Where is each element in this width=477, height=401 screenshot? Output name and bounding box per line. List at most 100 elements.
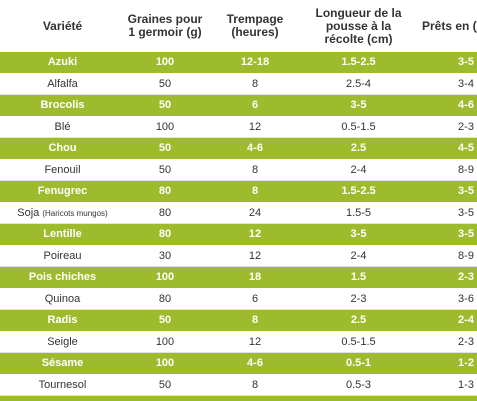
value-cell: 80 <box>125 180 205 203</box>
value-cell: 12 <box>205 245 305 267</box>
table-row: Chou 50 4-6 2.5 4-5 <box>0 137 477 160</box>
variety-cell: Poireau <box>0 245 125 267</box>
variety-cell: Soja (Haricots mungos) <box>0 202 125 224</box>
variety-cell: Tournesol <box>0 374 125 396</box>
value-cell: 100 <box>125 352 205 375</box>
variety-cell: Brocolis <box>0 94 125 117</box>
variety-cell: Fenugrec <box>0 180 125 203</box>
value-cell: 8-9 <box>412 245 477 267</box>
value-cell: 2-4 <box>412 309 477 332</box>
value-cell: 12 <box>205 331 305 353</box>
variety-name: Chou <box>48 142 77 155</box>
value-cell: 50 <box>125 137 205 160</box>
variety-name: Fenugrec <box>37 185 88 198</box>
table-row: Poireau 30 12 2-4 8-9 <box>0 245 477 267</box>
value-cell: 3-5 <box>412 202 477 224</box>
variety-name: Sésame <box>41 357 84 370</box>
value-cell: 2.5-4 <box>305 395 412 401</box>
variety-name: Radis <box>47 314 78 327</box>
value-cell: 3-5 <box>412 180 477 203</box>
value-cell: 8 <box>205 180 305 203</box>
value-cell: 12-18 <box>205 52 305 74</box>
value-cell: 4-6 <box>205 137 305 160</box>
table-row: Pois chiches 100 18 1.5 2-3 <box>0 266 477 289</box>
table-row: Alfalfa 50 8 2.5-4 3-4 <box>0 73 477 95</box>
value-cell: 2-4 <box>305 159 412 181</box>
variety-cell: Trèfle <box>0 395 125 401</box>
value-cell: 1-3 <box>412 374 477 396</box>
value-cell: 80 <box>125 202 205 224</box>
table-row: Seigle 100 12 0.5-1.5 2-3 <box>0 331 477 353</box>
value-cell: 3-6 <box>412 288 477 310</box>
value-cell: 3-5 <box>412 223 477 246</box>
value-cell: 2.5 <box>305 137 412 160</box>
value-cell: 1.5-2.5 <box>305 180 412 203</box>
variety-cell: Azuki <box>0 52 125 74</box>
variety-note: (Haricots mungos) <box>42 208 108 218</box>
value-cell: 50 <box>125 374 205 396</box>
column-header: Graines pour 1 germoir (g) <box>127 12 203 39</box>
value-cell: 6 <box>205 94 305 117</box>
value-cell: 4-5 <box>412 137 477 160</box>
variety-name: Poireau <box>43 249 82 262</box>
value-cell: 3-5 <box>305 223 412 246</box>
table-row: Fenugrec 80 8 1.5-2.5 3-5 <box>0 180 477 203</box>
value-cell: 0.5-1 <box>305 352 412 375</box>
value-cell: 30 <box>125 245 205 267</box>
table-row: Lentille 80 12 3-5 3-5 <box>0 223 477 246</box>
value-cell: 2.5 <box>305 309 412 332</box>
value-cell: 18 <box>205 266 305 289</box>
variety-name: Soja <box>17 206 40 219</box>
variety-cell: Radis <box>0 309 125 332</box>
value-cell: 3-5 <box>305 94 412 117</box>
column-header: Prêts en (jours) <box>421 18 477 33</box>
value-cell: 8 <box>205 374 305 396</box>
variety-name: Seigle <box>47 335 78 348</box>
column-header: Longueur de la pousse à la récolte (cm) <box>315 5 402 46</box>
table-row: Radis 50 8 2.5 2-4 <box>0 309 477 332</box>
variety-cell: Chou <box>0 137 125 160</box>
variety-name: Quinoa <box>44 292 81 305</box>
variety-cell: Alfalfa <box>0 73 125 95</box>
column-header: Trempage (heures) <box>226 12 284 39</box>
table-row: Brocolis 50 6 3-5 4-6 <box>0 94 477 117</box>
value-cell: 2-3 <box>412 116 477 138</box>
value-cell: 3-4 <box>412 73 477 95</box>
table-body: Azuki 100 12-18 1.5-2.5 3-5 Alfalfa 50 8 2.5-4 3-… <box>0 52 477 401</box>
value-cell: 3-5 <box>412 395 477 401</box>
value-cell: 2-3 <box>412 266 477 289</box>
table-row: Blé 100 12 0.5-1.5 2-3 <box>0 116 477 138</box>
table-row: Soja (Haricots mungos) 80 24 1.5-5 3-5 <box>0 202 477 224</box>
value-cell: 1.5-2.5 <box>305 52 412 74</box>
value-cell: 8 <box>205 309 305 332</box>
table-row: Quinoa 80 6 2-3 3-6 <box>0 288 477 310</box>
value-cell: 4-6 <box>205 395 305 401</box>
table-row: Fenouil 50 8 2-4 8-9 <box>0 159 477 181</box>
value-cell: 50 <box>125 395 205 401</box>
variety-name: Pois chiches <box>28 271 97 284</box>
value-cell: 100 <box>125 116 205 138</box>
value-cell: 80 <box>125 223 205 246</box>
header-row: Variété Graines pour 1 germoir (g) Trempag… <box>0 0 477 52</box>
value-cell: 12 <box>205 223 305 246</box>
value-cell: 4-6 <box>205 352 305 375</box>
value-cell: 0.5-1.5 <box>305 116 412 138</box>
value-cell: 0.5-1.5 <box>305 331 412 353</box>
value-cell: 50 <box>125 159 205 181</box>
variety-name: Blé <box>54 120 71 133</box>
value-cell: 50 <box>125 73 205 95</box>
variety-cell: Blé <box>0 116 125 138</box>
table-row: Sésame 100 4-6 0.5-1 1-2 <box>0 352 477 375</box>
column-header: Variété <box>42 18 83 33</box>
variety-cell: Quinoa <box>0 288 125 310</box>
value-cell: 100 <box>125 52 205 74</box>
variety-cell: Seigle <box>0 331 125 353</box>
value-cell: 0.5-3 <box>305 374 412 396</box>
value-cell: 50 <box>125 309 205 332</box>
variety-cell: Pois chiches <box>0 266 125 289</box>
variety-cell: Sésame <box>0 352 125 375</box>
value-cell: 2-3 <box>305 288 412 310</box>
value-cell: 80 <box>125 288 205 310</box>
variety-name: Lentille <box>43 228 82 241</box>
